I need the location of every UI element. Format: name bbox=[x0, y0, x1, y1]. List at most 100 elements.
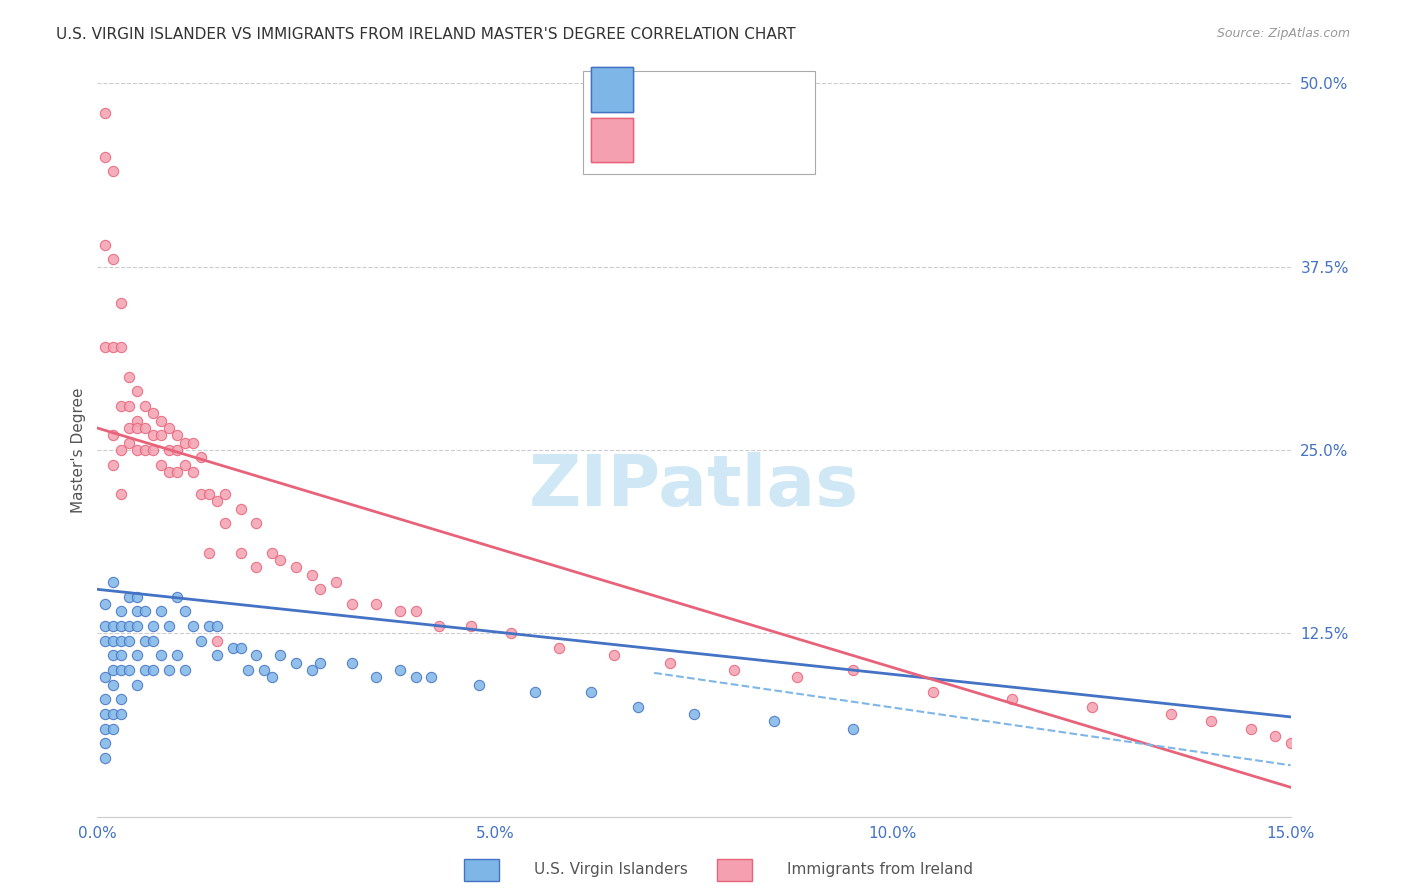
Point bbox=[921, 685, 943, 699]
Text: U.S. Virgin Islanders: U.S. Virgin Islanders bbox=[534, 863, 688, 877]
Point bbox=[127, 604, 149, 618]
Point bbox=[238, 663, 260, 677]
Point bbox=[94, 692, 117, 706]
Point bbox=[103, 252, 125, 267]
Point bbox=[142, 663, 165, 677]
Point bbox=[103, 340, 125, 354]
Point bbox=[1199, 714, 1222, 729]
Point bbox=[127, 414, 149, 428]
Point bbox=[468, 678, 491, 692]
Point bbox=[1240, 722, 1263, 736]
Point bbox=[94, 237, 117, 252]
Point bbox=[103, 619, 125, 633]
Point bbox=[197, 487, 219, 501]
Point bbox=[229, 640, 252, 655]
Point bbox=[127, 421, 149, 435]
Point bbox=[190, 487, 212, 501]
Point bbox=[460, 619, 482, 633]
Point bbox=[127, 590, 149, 604]
Point bbox=[110, 692, 132, 706]
Point bbox=[166, 443, 188, 458]
Point bbox=[245, 560, 267, 574]
Point bbox=[173, 604, 195, 618]
Point bbox=[405, 604, 427, 618]
Point bbox=[197, 546, 219, 560]
Point bbox=[110, 633, 132, 648]
Point bbox=[309, 582, 332, 597]
Point bbox=[388, 663, 411, 677]
Text: Immigrants from Ireland: Immigrants from Ireland bbox=[787, 863, 973, 877]
Point bbox=[150, 604, 173, 618]
Point bbox=[118, 633, 141, 648]
Point bbox=[142, 443, 165, 458]
Text: U.S. VIRGIN ISLANDER VS IMMIGRANTS FROM IRELAND MASTER'S DEGREE CORRELATION CHAR: U.S. VIRGIN ISLANDER VS IMMIGRANTS FROM … bbox=[56, 27, 796, 42]
Point bbox=[627, 699, 650, 714]
Text: -0.186: -0.186 bbox=[678, 78, 737, 96]
Point bbox=[157, 663, 180, 677]
Point bbox=[429, 619, 451, 633]
Text: R =: R = bbox=[644, 129, 681, 147]
Point bbox=[166, 648, 188, 663]
Point bbox=[110, 296, 132, 310]
Text: N =: N = bbox=[738, 78, 775, 96]
Point bbox=[157, 465, 180, 479]
Point bbox=[205, 648, 228, 663]
Point bbox=[166, 590, 188, 604]
Point bbox=[364, 597, 387, 611]
Point bbox=[340, 656, 363, 670]
Point bbox=[1264, 729, 1286, 743]
Point bbox=[173, 663, 195, 677]
Point bbox=[181, 619, 204, 633]
Point bbox=[103, 648, 125, 663]
Point bbox=[118, 590, 141, 604]
Point bbox=[1279, 736, 1302, 750]
Point bbox=[110, 340, 132, 354]
Point bbox=[94, 670, 117, 684]
Point bbox=[103, 663, 125, 677]
Point bbox=[190, 633, 212, 648]
Point bbox=[127, 443, 149, 458]
Point bbox=[1001, 692, 1024, 706]
Point bbox=[94, 150, 117, 164]
Text: 74: 74 bbox=[769, 78, 793, 96]
Text: Source: ZipAtlas.com: Source: ZipAtlas.com bbox=[1216, 27, 1350, 40]
Point bbox=[579, 685, 602, 699]
Text: R =: R = bbox=[644, 78, 681, 96]
Point bbox=[118, 435, 141, 450]
Point bbox=[157, 443, 180, 458]
Point bbox=[94, 619, 117, 633]
Point bbox=[340, 597, 363, 611]
Point bbox=[103, 458, 125, 472]
Point bbox=[94, 633, 117, 648]
Point bbox=[245, 516, 267, 531]
Point bbox=[221, 640, 243, 655]
Point bbox=[269, 553, 291, 567]
Text: N =: N = bbox=[738, 129, 775, 147]
Point bbox=[103, 428, 125, 442]
Point bbox=[205, 619, 228, 633]
Point bbox=[94, 751, 117, 765]
Point bbox=[103, 633, 125, 648]
Point bbox=[134, 633, 156, 648]
Point bbox=[1080, 699, 1102, 714]
Point bbox=[523, 685, 546, 699]
Point bbox=[94, 340, 117, 354]
Text: ZIPatlas: ZIPatlas bbox=[529, 452, 859, 521]
Point bbox=[269, 648, 291, 663]
Point bbox=[127, 648, 149, 663]
Point bbox=[134, 399, 156, 413]
Point bbox=[388, 604, 411, 618]
Point bbox=[229, 501, 252, 516]
Point bbox=[134, 604, 156, 618]
Point bbox=[214, 487, 236, 501]
Point bbox=[94, 722, 117, 736]
Point bbox=[110, 706, 132, 721]
Point bbox=[118, 421, 141, 435]
Point bbox=[762, 714, 785, 729]
Point bbox=[181, 435, 204, 450]
Point bbox=[325, 574, 347, 589]
Point bbox=[842, 663, 865, 677]
Point bbox=[142, 428, 165, 442]
Point bbox=[142, 406, 165, 420]
Point bbox=[103, 574, 125, 589]
